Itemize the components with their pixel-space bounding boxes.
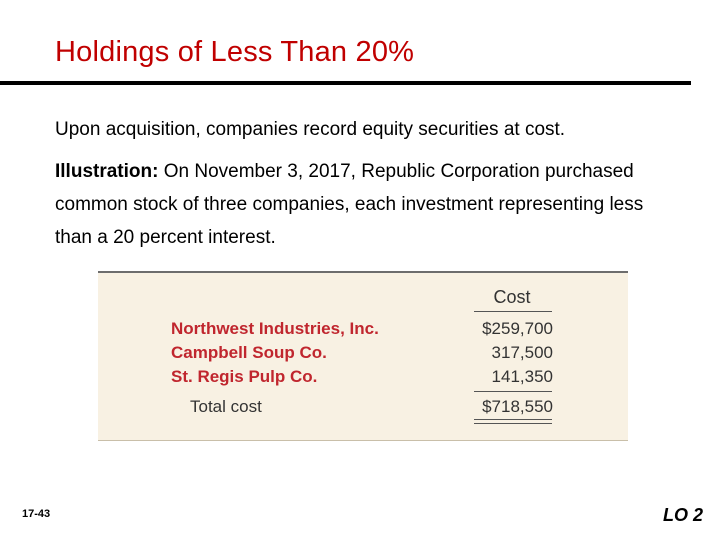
illustration-paragraph: Illustration: On November 3, 2017, Repub…: [55, 155, 675, 254]
row-cost-value: 141,350: [491, 367, 553, 386]
total-double-underline-top: [474, 419, 552, 420]
total-cost-label: Total cost: [190, 397, 262, 416]
title-divider: [0, 81, 691, 85]
illustration-body: On November 3, 2017, Republic Corporatio…: [55, 161, 644, 248]
table-top-border: [98, 271, 628, 273]
row-company-name: St. Regis Pulp Co.: [171, 367, 318, 386]
row-cost-value: $259,700: [482, 319, 553, 338]
illustration-lead: Illustration:: [55, 161, 159, 182]
table-bottom-border: [98, 440, 628, 441]
row-cost-value: 317,500: [491, 343, 553, 362]
slide-number: 17-43: [22, 508, 51, 520]
row-company-name: Northwest Industries, Inc.: [171, 319, 379, 338]
header-underline: [474, 311, 552, 312]
intro-paragraph: Upon acquisition, companies record equit…: [55, 119, 566, 140]
row-company-name: Campbell Soup Co.: [171, 343, 327, 362]
cost-column-header: Cost: [493, 287, 531, 307]
slide-title: Holdings of Less Than 20%: [55, 36, 415, 68]
learning-objective-label: LO 2: [662, 505, 703, 525]
total-cost-value: $718,550: [482, 397, 553, 416]
holdings-table: Cost Northwest Industries, Inc. $259,700…: [98, 271, 628, 441]
total-double-underline-bottom: [474, 423, 552, 424]
subtotal-rule: [474, 391, 552, 392]
